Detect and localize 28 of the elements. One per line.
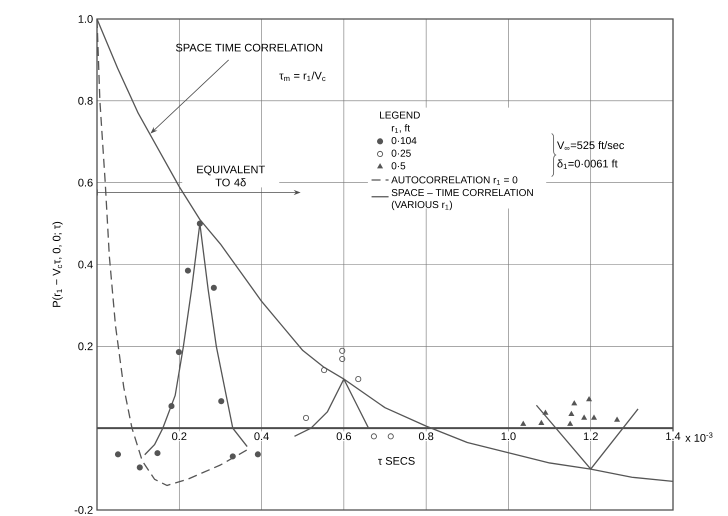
x-tick-label: 1.0 <box>502 432 516 440</box>
y-tick-label: 0.2 <box>78 342 93 350</box>
annotation: EQUIVALENT TO 4δ <box>197 166 265 186</box>
y-tick-label: -0.2 <box>74 506 93 514</box>
legend-title: LEGEND <box>380 112 420 119</box>
y-tick-label: 0.6 <box>78 178 93 187</box>
legend-label: 0·104 <box>392 137 416 144</box>
annotation: δ$_{1}$=0·0061 ft <box>557 159 618 170</box>
y-tick-label: 0.4 <box>78 260 93 268</box>
text: x 10$^{-3}$ <box>685 432 713 442</box>
annotation: V$_{∞}$=525 ft/sec <box>556 141 624 150</box>
x-tick-label: 0.4 <box>254 432 269 440</box>
annotation: r$_{1}$, ft <box>392 124 410 133</box>
x-tick-label: 0.6 <box>336 432 352 440</box>
legend-label: 0·5 <box>392 162 406 170</box>
y-axis-title: P(r$_{1}$ − V$_{c}$τ, 0, 0; τ) <box>52 222 63 307</box>
x-tick-label: 1.4 <box>666 432 680 440</box>
annotation: τ$_{m}$ = r$_{1}$/V$_{c}$ <box>279 71 326 82</box>
x-axis-title: τ SECS <box>378 456 415 465</box>
x-tick-label: 0.2 <box>172 432 186 440</box>
y-tick-label: 1.0 <box>78 15 93 23</box>
x-tick-label: 1.2 <box>584 432 598 440</box>
annotation: SPACE TIME CORRELATION <box>176 44 322 52</box>
legend-label: 0·25 <box>392 150 411 157</box>
legend-label: AUTOCORRELATION r$_{1}$ = 0 <box>391 176 518 185</box>
y-tick-label: 0.8 <box>78 96 93 105</box>
x-tick-label: 0.8 <box>418 432 434 440</box>
legend-label: SPACE – TIME CORRELATION (VARIOUS r$_{1}$) <box>392 189 533 210</box>
